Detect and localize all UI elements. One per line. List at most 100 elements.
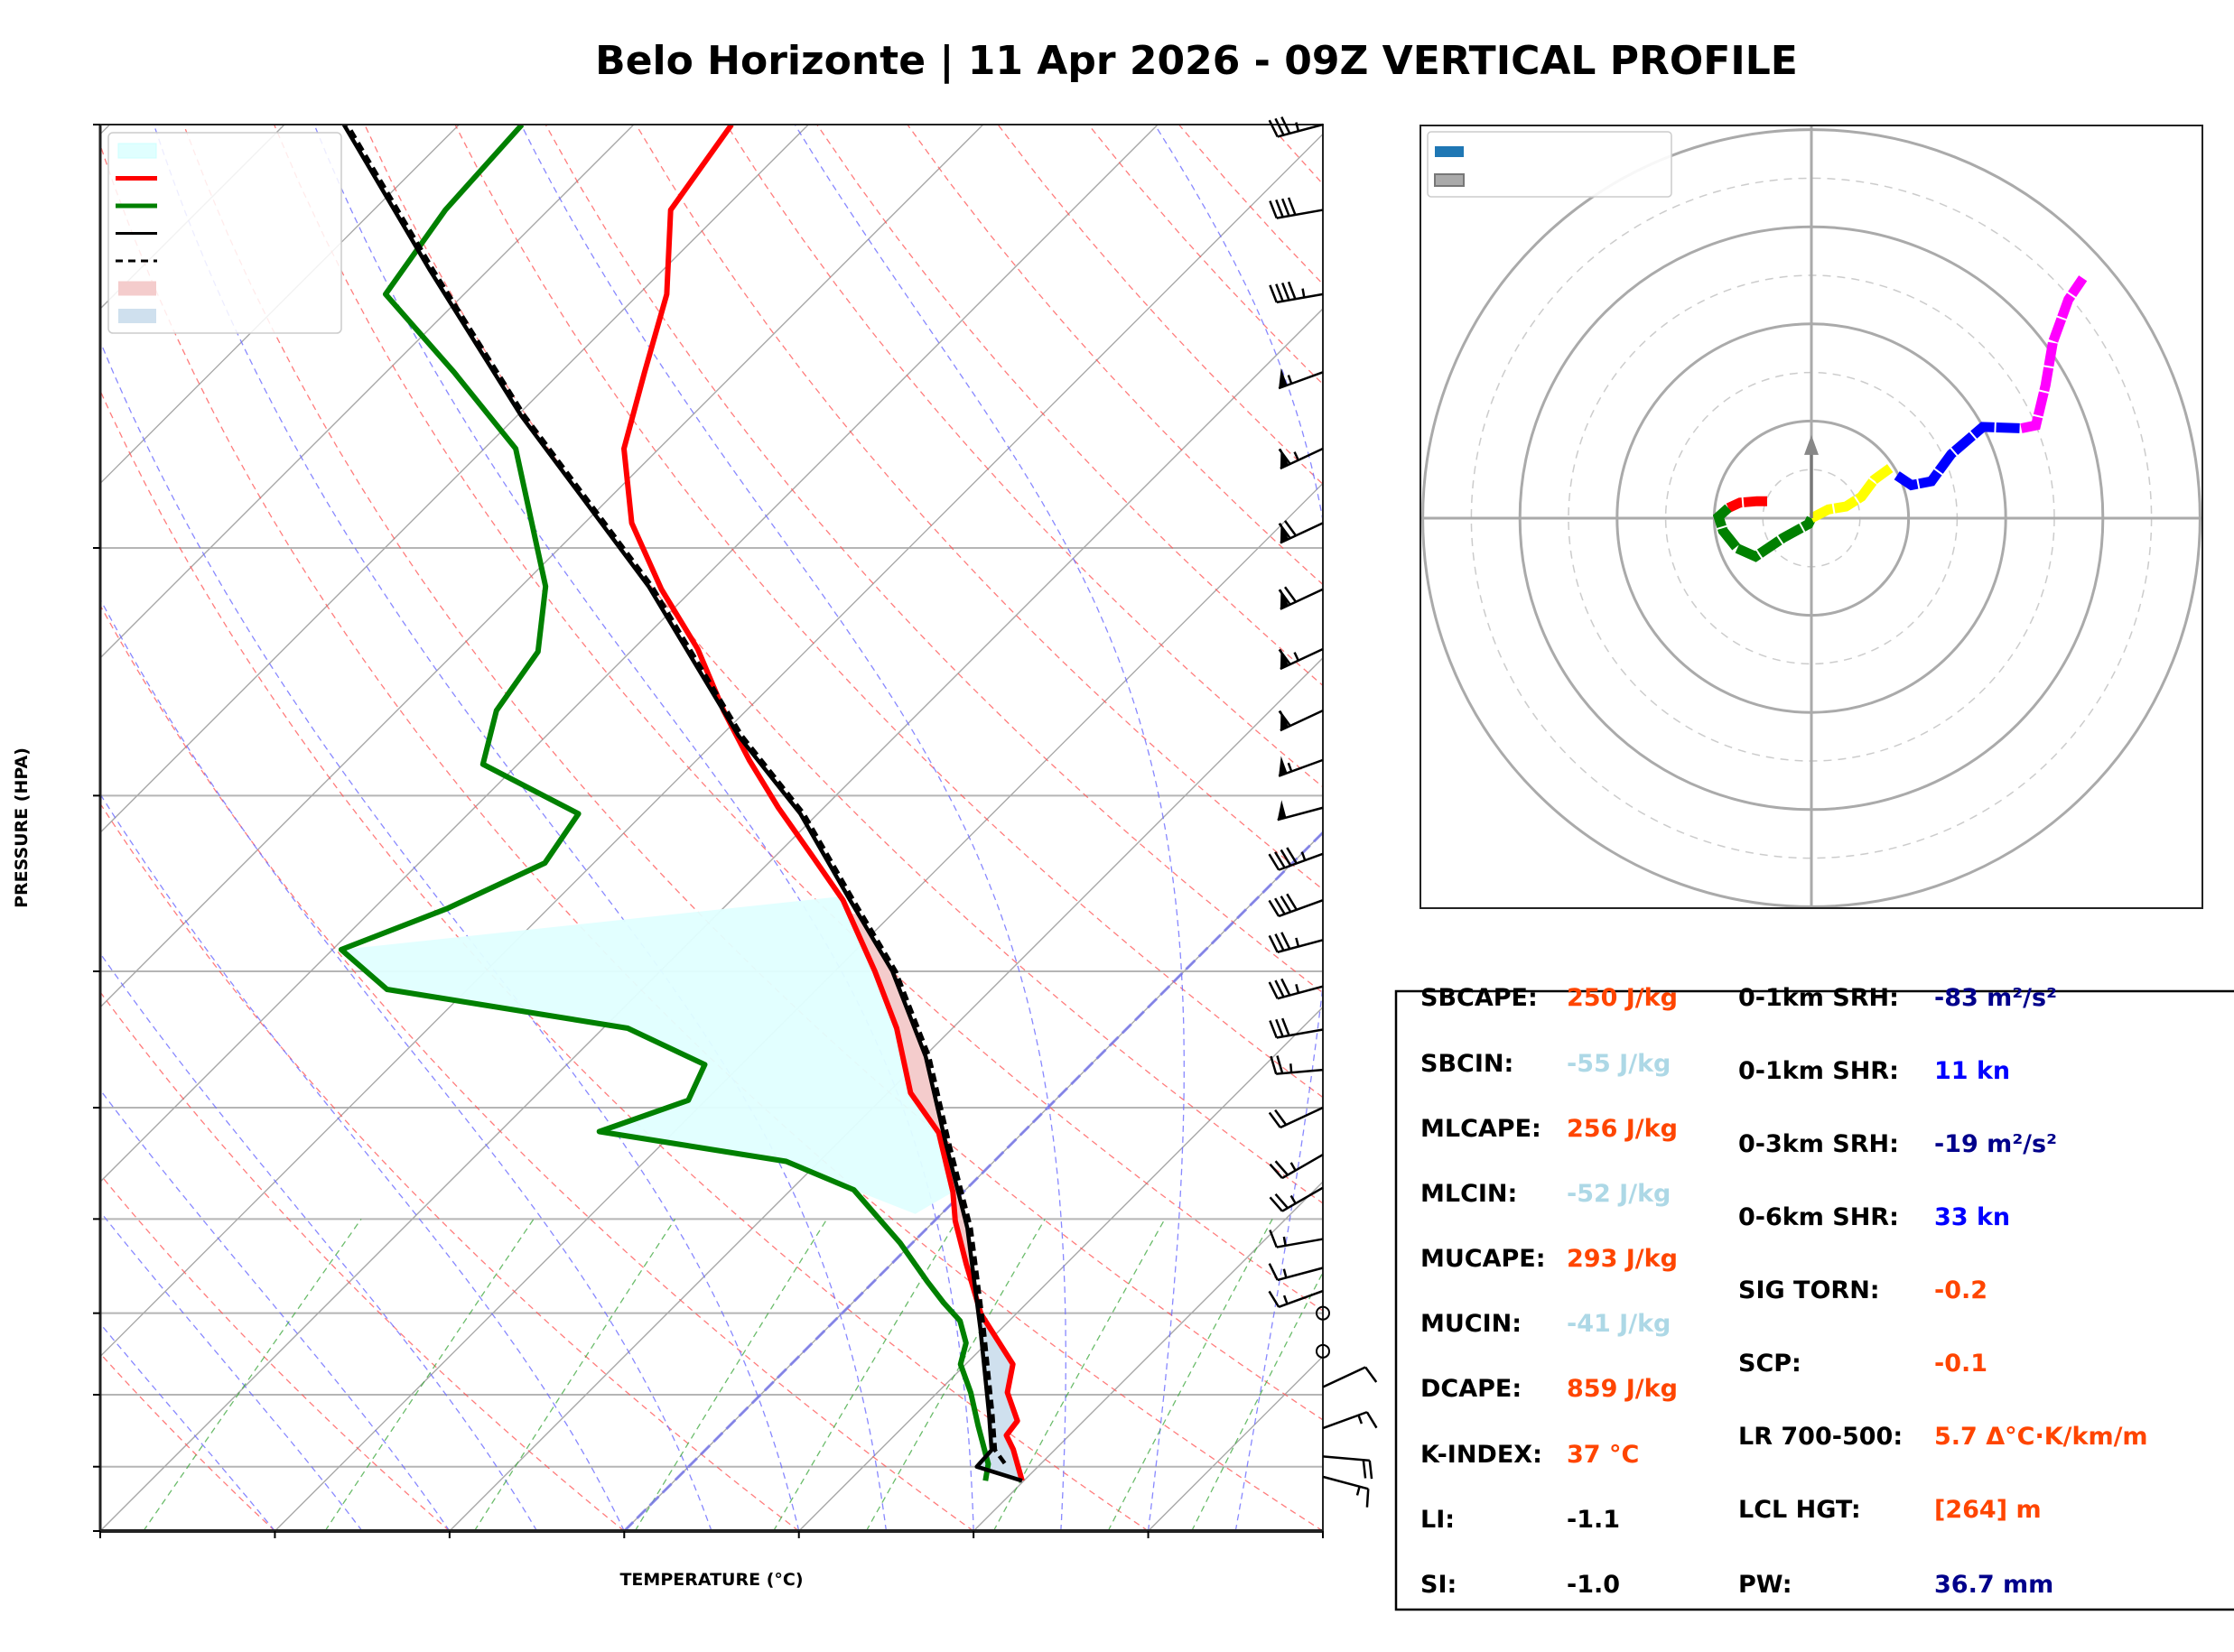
- stat-label: 0-6km SHR:: [1738, 1203, 1899, 1231]
- wind-barb: [1278, 367, 1324, 390]
- moist-adiabat: [100, 793, 625, 1531]
- moist-adiabat: [1154, 125, 1323, 1531]
- barb-full: [1268, 934, 1279, 953]
- barb-flag: [1277, 800, 1287, 821]
- barb-full: [1274, 1193, 1289, 1209]
- barb-half: [1289, 1194, 1297, 1204]
- barb-half: [1289, 1063, 1293, 1073]
- barb-full: [1278, 448, 1291, 465]
- mixing-ratio-line: [324, 1219, 535, 1531]
- wind-barb: [1268, 1289, 1324, 1309]
- wind-barb: [1268, 1263, 1324, 1282]
- barb-full: [1268, 1290, 1280, 1308]
- barb-half: [1300, 851, 1307, 861]
- stat-value: 859 J/kg: [1567, 1375, 1678, 1403]
- barb-full: [1274, 851, 1286, 868]
- barb-half: [1295, 937, 1300, 947]
- barb-full: [1275, 199, 1284, 218]
- barb-full: [1268, 853, 1280, 871]
- wind-barb: [1278, 756, 1324, 777]
- stats-panel: [1394, 989, 2234, 1611]
- moist-adiabat: [100, 1089, 451, 1531]
- stat-value: 293 J/kg: [1567, 1245, 1678, 1273]
- isotherm-line: [274, 482, 1323, 1531]
- freezing-isotherm: [623, 831, 1323, 1531]
- barb-full: [1274, 979, 1285, 998]
- dry-adiabat: [100, 389, 1149, 1531]
- dry-adiabat: [100, 604, 974, 1531]
- dry-adiabat: [545, 125, 1323, 994]
- barb-full: [1274, 1109, 1288, 1126]
- mu-parcel-line: [345, 125, 1007, 1465]
- barb-full: [1269, 1196, 1283, 1212]
- wind-barb: [1269, 1186, 1324, 1212]
- barb-shaft: [1281, 1153, 1324, 1180]
- stat-value: -19 m²/s²: [1934, 1130, 2057, 1158]
- wind-barb: [1277, 800, 1324, 821]
- y-axis-label: PRESSURE (HPA): [12, 747, 32, 908]
- barb-full: [1287, 281, 1297, 300]
- dry-adiabat: [454, 125, 1323, 1099]
- dry-adiabat: [1178, 125, 1323, 285]
- barb-half: [1293, 652, 1299, 662]
- temperature-line: [621, 125, 1025, 1482]
- wind-barb: [1278, 586, 1324, 610]
- lm-vector-arrow-icon: [1804, 434, 1819, 455]
- stat-label: LI:: [1420, 1506, 1456, 1534]
- wind-barb: [1322, 1366, 1378, 1388]
- barb-shaft: [1278, 1289, 1324, 1309]
- barb-full: [1281, 198, 1290, 217]
- calm-circle: [1316, 1343, 1330, 1359]
- stat-value: -0.2: [1934, 1276, 1988, 1304]
- stat-label: 0-3km SRH:: [1738, 1130, 1899, 1158]
- stat-value: -52 J/kg: [1567, 1180, 1671, 1208]
- legend-box: [1427, 131, 1672, 198]
- stat-label: SI:: [1420, 1571, 1457, 1599]
- mixing-ratio-line: [992, 1219, 1166, 1531]
- stat-value: 256 J/kg: [1567, 1115, 1678, 1143]
- barb-full: [1274, 1160, 1289, 1176]
- barb-full: [1275, 1018, 1284, 1037]
- barb-full: [1286, 893, 1298, 911]
- barb-shaft: [1276, 1238, 1324, 1248]
- barb-full: [1284, 520, 1298, 537]
- barb-full: [1286, 847, 1298, 865]
- barb-flag: [1279, 756, 1288, 776]
- dry-adiabat: [100, 1174, 451, 1531]
- barb-shaft: [1280, 588, 1324, 610]
- dry-adiabat: [1269, 125, 1323, 185]
- wind-barb: [1322, 1455, 1373, 1480]
- legend-swatch-5: [118, 281, 156, 296]
- stat-label: SBCIN:: [1420, 1050, 1514, 1078]
- barb-full: [1278, 648, 1291, 665]
- stat-label: SBCAPE:: [1420, 984, 1538, 1012]
- barb-half: [1287, 762, 1293, 772]
- stat-value: [264] m: [1934, 1496, 2042, 1524]
- barb-full: [1268, 981, 1279, 999]
- barb-full: [1276, 1055, 1284, 1074]
- hodo-segment-0: [1726, 496, 1767, 513]
- barb-shaft: [1322, 1455, 1370, 1462]
- stat-label: DCAPE:: [1420, 1375, 1522, 1403]
- calm-circle: [1316, 1305, 1330, 1321]
- barb-flag: [1279, 367, 1288, 389]
- isotherm-line: [100, 125, 984, 1008]
- barb-full: [1269, 1230, 1278, 1248]
- barb-shaft: [1276, 1028, 1324, 1039]
- barb-half: [1293, 451, 1299, 461]
- barb-full: [1362, 1460, 1367, 1479]
- barb-shaft: [1322, 1475, 1369, 1490]
- legend-swatch-6: [118, 309, 156, 323]
- wind-barb: [1316, 1343, 1330, 1359]
- skew-t-frame: [99, 124, 1324, 1532]
- moist-adiabat: [100, 952, 538, 1531]
- barb-full: [1275, 283, 1284, 302]
- barb-full: [1280, 978, 1291, 997]
- stat-value: 5.7 Δ°C·K/km/m: [1934, 1423, 2148, 1451]
- stat-value: 33 kn: [1934, 1203, 2011, 1231]
- wind-barb: [1269, 1230, 1324, 1248]
- barb-full: [1269, 200, 1278, 219]
- barb-half: [1355, 1486, 1361, 1496]
- barb-full: [1269, 1020, 1278, 1038]
